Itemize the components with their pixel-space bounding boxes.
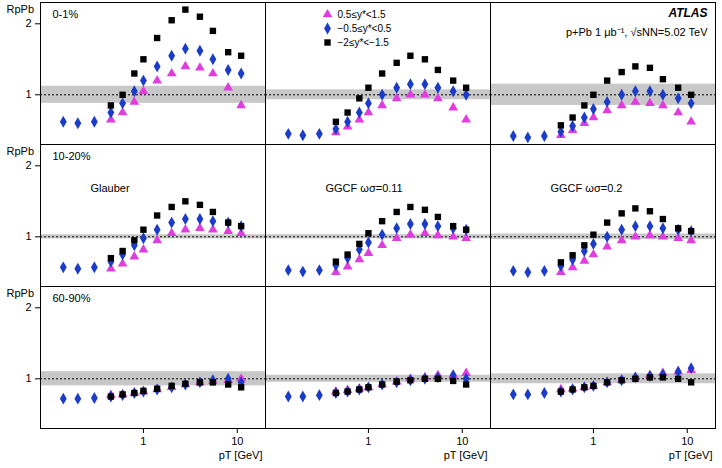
- svg-text:pT [GeV]: pT [GeV]: [219, 449, 263, 461]
- svg-text:GGCF ωσ=0.2: GGCF ωσ=0.2: [551, 182, 623, 194]
- svg-text:0-1%: 0-1%: [53, 8, 79, 20]
- svg-text:10: 10: [456, 435, 468, 447]
- svg-text:10-20%: 10-20%: [53, 150, 91, 162]
- svg-text:60-90%: 60-90%: [53, 292, 91, 304]
- svg-text:RpPb: RpPb: [7, 3, 35, 15]
- svg-text:10: 10: [231, 435, 243, 447]
- svg-text:p+Pb 1 μb⁻¹, √sNN=5.02 TeV: p+Pb 1 μb⁻¹, √sNN=5.02 TeV: [566, 26, 708, 38]
- svg-text:RpPb: RpPb: [7, 145, 35, 157]
- svg-text:2: 2: [25, 17, 31, 29]
- svg-text:pT [GeV]: pT [GeV]: [669, 449, 713, 461]
- svg-text:2: 2: [25, 159, 31, 171]
- svg-text:2: 2: [25, 301, 31, 313]
- svg-text:−2≤y*<−1.5: −2≤y*<−1.5: [338, 37, 390, 48]
- svg-text:10: 10: [681, 435, 693, 447]
- svg-text:1: 1: [25, 230, 31, 242]
- svg-text:GGCF ωσ=0.11: GGCF ωσ=0.11: [326, 182, 403, 194]
- svg-text:−0.5≤y*<0.5: −0.5≤y*<0.5: [338, 23, 392, 34]
- svg-text:Glauber: Glauber: [91, 182, 130, 194]
- svg-text:1: 1: [140, 435, 146, 447]
- svg-text:pT [GeV]: pT [GeV]: [444, 449, 488, 461]
- svg-text:0.5≤y*<1.5: 0.5≤y*<1.5: [338, 9, 386, 20]
- svg-text:1: 1: [590, 435, 596, 447]
- svg-text:RpPb: RpPb: [7, 287, 35, 299]
- svg-text:1: 1: [25, 372, 31, 384]
- svg-text:1: 1: [365, 435, 371, 447]
- svg-text:1: 1: [25, 88, 31, 100]
- svg-text:ATLAS: ATLAS: [667, 6, 707, 20]
